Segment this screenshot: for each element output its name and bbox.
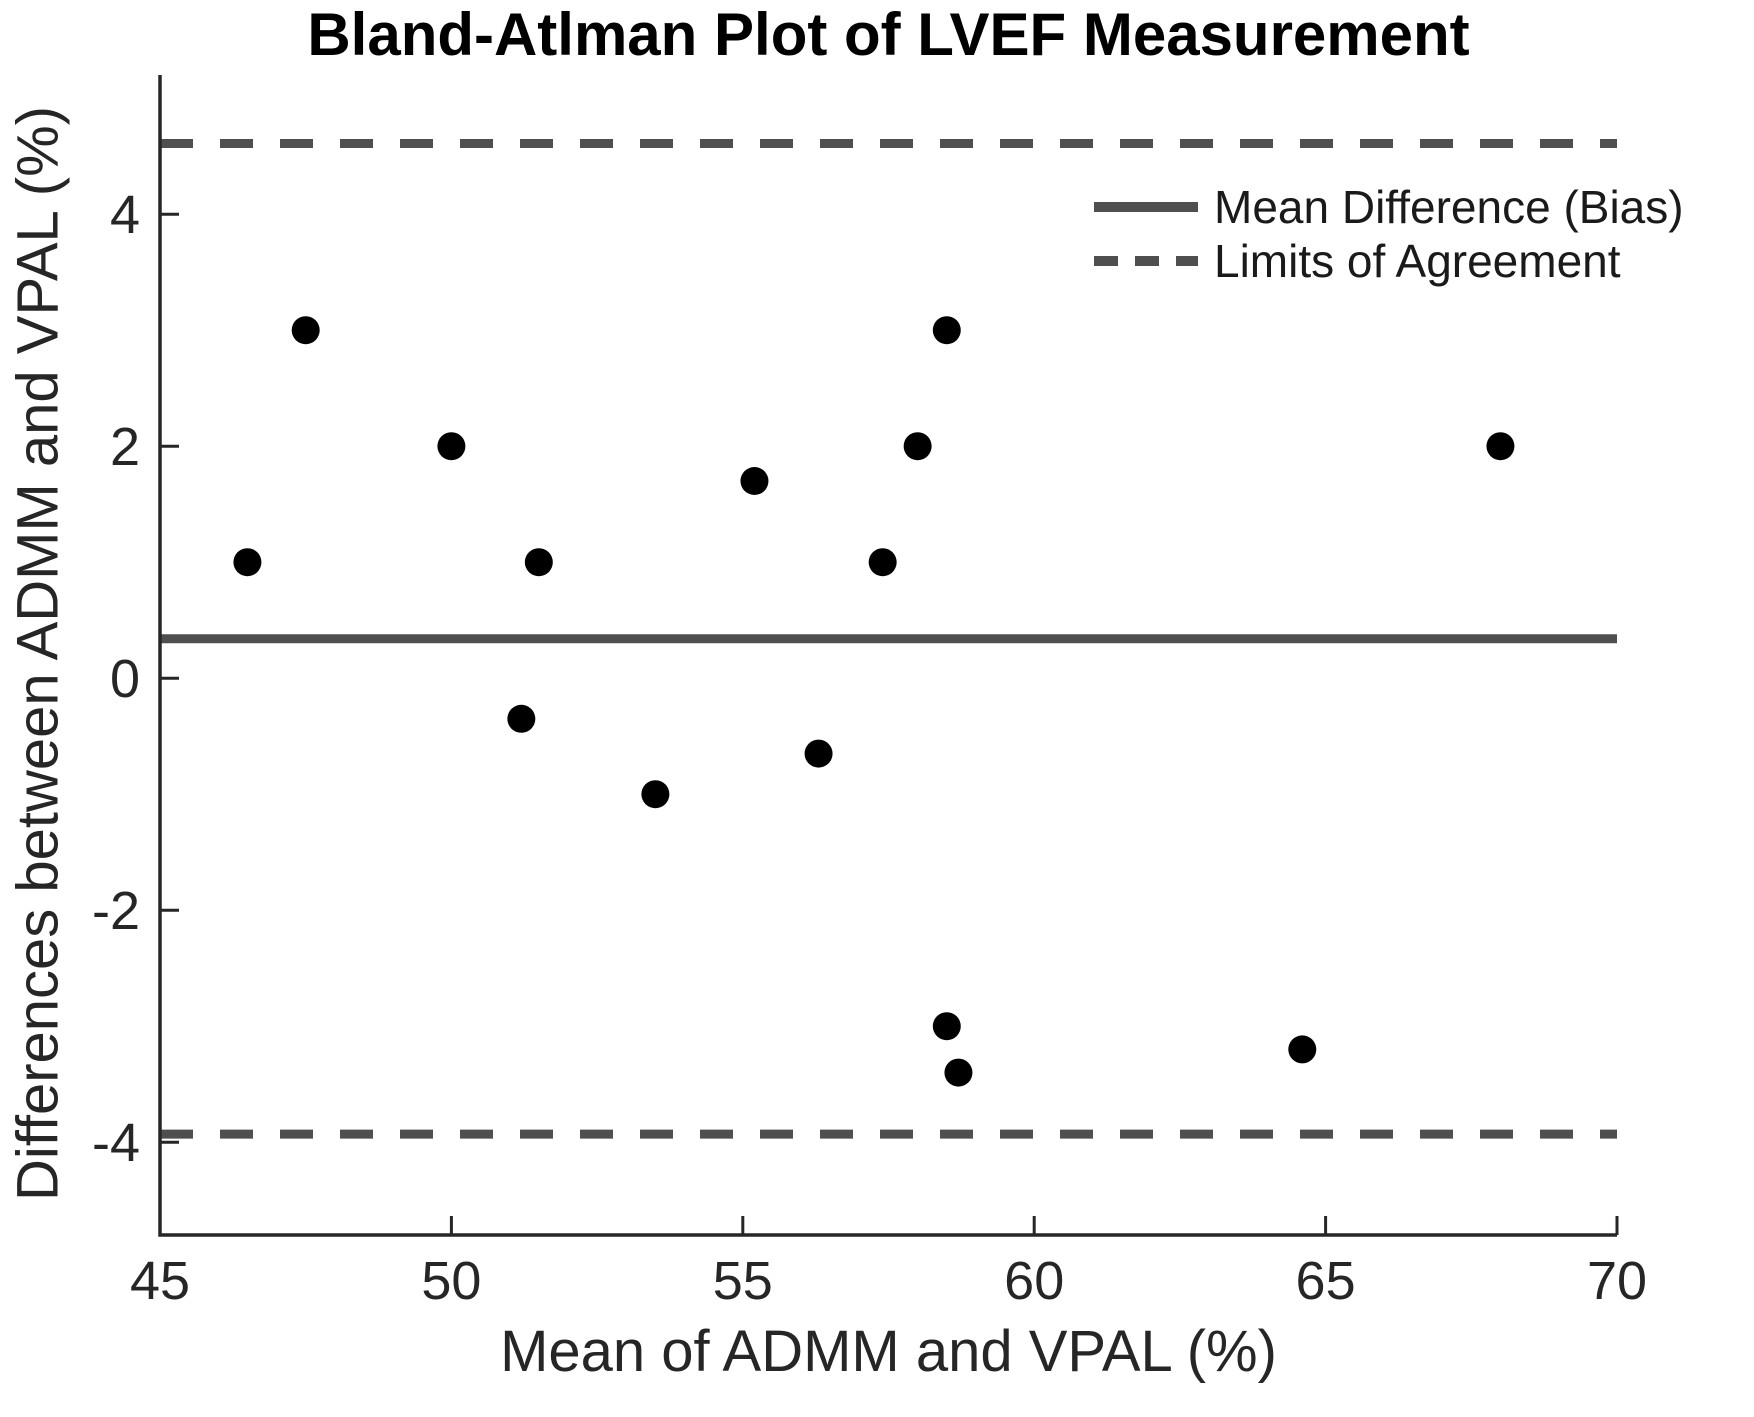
x-tick-label: 65 [1296,1251,1356,1311]
data-point [1486,432,1515,461]
x-tick-label: 55 [713,1251,773,1311]
y-tick-label: 2 [110,417,140,477]
x-tick-label: 45 [130,1251,190,1311]
y-axis-label: Differences between ADMM and VPAL (%) [5,106,71,1201]
legend-label-limits-of-agreement: Limits of Agreement [1214,235,1621,287]
data-point [641,780,670,809]
y-tick-label: -2 [92,881,140,941]
data-point [932,316,961,345]
data-point [944,1058,973,1087]
data-point [437,432,466,461]
data-point [1288,1035,1317,1064]
x-axis-label: Mean of ADMM and VPAL (%) [500,1319,1277,1384]
legend-item-mean-difference: Mean Difference (Bias) [1094,180,1684,234]
data-point [291,316,320,345]
data-point [524,548,553,577]
y-tick-label: 4 [110,185,140,245]
x-tick-label: 60 [1004,1251,1064,1311]
legend-item-limits-of-agreement: Limits of Agreement [1094,234,1684,288]
x-tick-label: 70 [1587,1251,1647,1311]
data-point [740,467,769,495]
legend: Mean Difference (Bias) Limits of Agreeme… [1094,180,1684,288]
data-point [903,432,932,461]
y-tick-label: -4 [92,1113,140,1173]
dashed-line-icon [1094,256,1198,266]
data-point [804,739,833,768]
data-point [233,548,262,577]
y-tick-label: 0 [110,649,140,709]
data-point [932,1012,961,1041]
legend-label-mean-difference: Mean Difference (Bias) [1214,181,1684,233]
data-point [868,548,897,577]
chart-title: Bland-Atlman Plot of LVEF Measurement [307,1,1470,68]
solid-line-icon [1094,202,1198,212]
data-point [507,704,536,733]
x-tick-label: 50 [421,1251,481,1311]
